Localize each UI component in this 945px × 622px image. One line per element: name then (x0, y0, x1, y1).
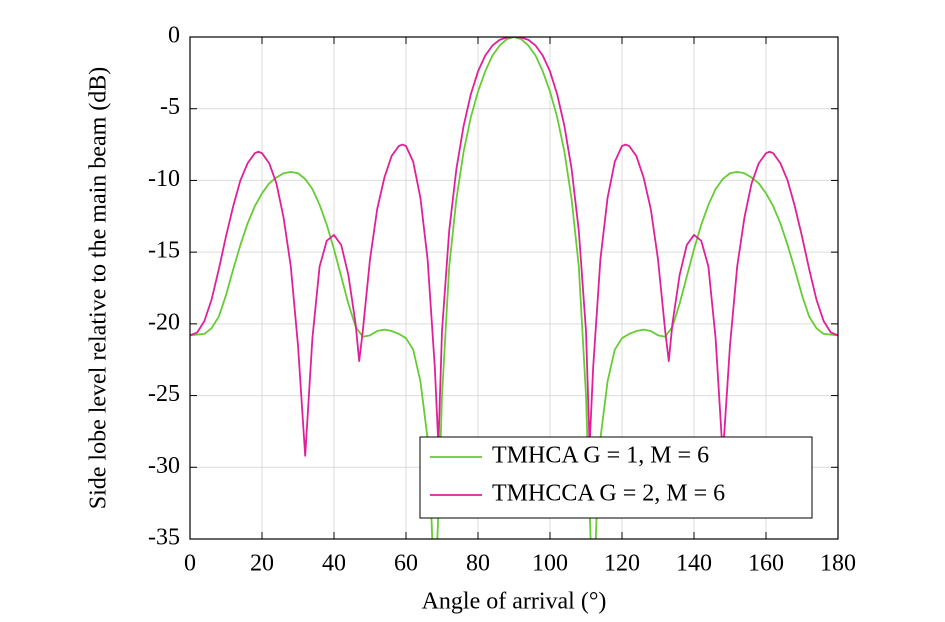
x-tick-label: 140 (676, 551, 712, 577)
series-line (190, 37, 838, 539)
x-tick-label: 40 (322, 551, 346, 577)
y-tick-label: -20 (148, 309, 180, 335)
y-tick-label: -30 (148, 453, 180, 479)
series-line (190, 37, 838, 457)
legend-label: TMHCA G = 1, M = 6 (492, 443, 709, 469)
legend-label: TMHCCA G = 2, M = 6 (492, 481, 725, 507)
y-axis-label: Side lobe level relative to the main bea… (86, 67, 112, 510)
y-tick-label: -15 (148, 238, 180, 264)
x-tick-label: 120 (604, 551, 640, 577)
y-tick-label: -10 (148, 166, 180, 192)
x-tick-label: 100 (532, 551, 568, 577)
x-tick-label: 20 (250, 551, 274, 577)
plot-frame (189, 36, 839, 540)
legend-box (419, 436, 813, 519)
y-tick-label: -35 (148, 525, 180, 551)
x-tick-label: 0 (184, 551, 196, 577)
y-tick-label: -25 (148, 381, 180, 407)
x-tick-label: 180 (820, 551, 856, 577)
y-tick-label: 0 (168, 23, 180, 49)
x-axis-label: Angle of arrival (°) (422, 589, 607, 615)
y-tick-label: -5 (160, 94, 180, 120)
x-tick-label: 60 (394, 551, 418, 577)
x-tick-label: 160 (748, 551, 784, 577)
x-tick-label: 80 (466, 551, 490, 577)
